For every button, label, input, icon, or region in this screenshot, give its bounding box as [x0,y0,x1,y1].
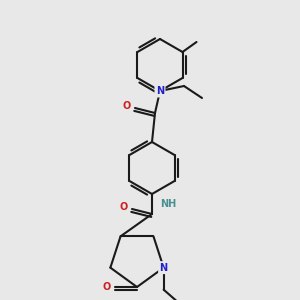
Text: NH: NH [160,199,176,209]
Text: O: O [120,202,128,212]
Text: N: N [160,263,168,273]
Text: N: N [156,86,164,96]
Text: O: O [103,282,111,292]
Text: O: O [123,101,131,111]
